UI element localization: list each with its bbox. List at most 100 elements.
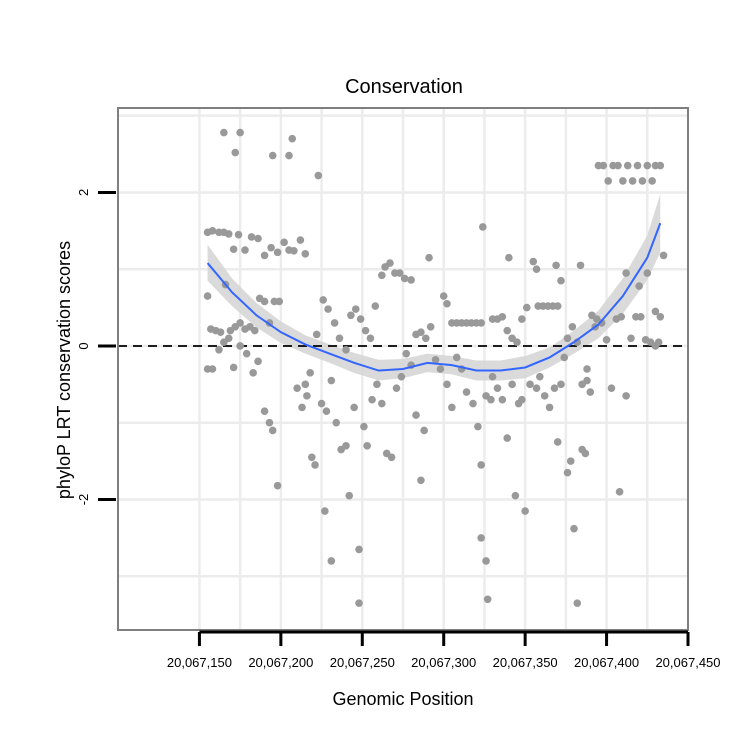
- data-point: [477, 319, 485, 327]
- y-tick-label: 2: [76, 189, 91, 196]
- data-point: [518, 315, 526, 323]
- data-point: [265, 418, 274, 427]
- data-point: [412, 411, 420, 419]
- data-point: [521, 507, 529, 515]
- data-point: [518, 395, 526, 404]
- data-point: [321, 507, 329, 515]
- data-point: [273, 248, 282, 257]
- data-point: [462, 388, 471, 396]
- data-point: [508, 380, 516, 389]
- data-point: [366, 334, 375, 343]
- data-point: [312, 330, 321, 339]
- data-point: [387, 453, 396, 462]
- data-point: [648, 177, 656, 185]
- data-point: [583, 365, 591, 373]
- data-point: [622, 392, 630, 400]
- data-point: [386, 259, 394, 267]
- data-point: [254, 357, 262, 366]
- data-point: [280, 238, 288, 247]
- data-point: [417, 328, 425, 336]
- data-point: [488, 372, 497, 381]
- data-point: [529, 257, 538, 266]
- data-point: [607, 384, 616, 392]
- data-point: [511, 491, 520, 500]
- data-point: [208, 365, 217, 373]
- data-point: [400, 274, 409, 283]
- data-point: [586, 388, 595, 396]
- data-point: [311, 461, 319, 469]
- data-point: [628, 177, 637, 185]
- data-point: [356, 315, 365, 323]
- data-point: [216, 328, 225, 336]
- data-point: [293, 384, 301, 392]
- x-axis-label: Genomic Position: [332, 689, 473, 709]
- data-point: [452, 353, 461, 362]
- data-point: [317, 399, 326, 408]
- data-point: [557, 380, 565, 389]
- data-point: [402, 349, 411, 358]
- data-point: [619, 177, 627, 185]
- data-point: [332, 418, 341, 427]
- data-point: [563, 334, 572, 343]
- data-point: [306, 369, 314, 377]
- data-point: [469, 399, 477, 408]
- data-point: [439, 292, 448, 300]
- data-point: [573, 599, 582, 607]
- data-point: [513, 338, 521, 346]
- data-point: [363, 441, 371, 450]
- data-point: [568, 322, 577, 331]
- data-point: [498, 313, 507, 321]
- x-tick-label: 20,067,400: [574, 655, 639, 670]
- data-point: [231, 148, 240, 157]
- data-point: [622, 269, 630, 277]
- data-point: [487, 395, 495, 404]
- data-point: [229, 245, 238, 254]
- data-point: [342, 346, 350, 354]
- data-point: [347, 311, 355, 320]
- data-point: [308, 453, 316, 462]
- data-point: [417, 476, 425, 485]
- data-point: [651, 307, 660, 316]
- data-point: [614, 161, 622, 170]
- data-point: [378, 271, 386, 280]
- data-point: [301, 380, 310, 389]
- data-point: [448, 403, 456, 412]
- data-point: [373, 380, 381, 389]
- data-point: [583, 376, 591, 385]
- data-point: [392, 384, 401, 392]
- data-point: [482, 557, 490, 565]
- data-point: [342, 441, 350, 450]
- data-point: [633, 161, 642, 170]
- data-point: [599, 161, 608, 170]
- data-point: [395, 269, 404, 277]
- data-point: [355, 599, 363, 607]
- data-point: [203, 292, 212, 300]
- data-point: [378, 399, 386, 408]
- y-tick-label: 0: [76, 342, 91, 349]
- data-point: [290, 246, 298, 255]
- data-point: [254, 234, 262, 243]
- x-tick-label: 20,067,350: [493, 655, 558, 670]
- data-point: [407, 276, 415, 284]
- data-point: [532, 265, 541, 274]
- data-point: [493, 384, 502, 392]
- x-tick-label: 20,067,450: [655, 655, 720, 670]
- data-point: [422, 334, 430, 343]
- data-point: [552, 261, 560, 270]
- data-point: [503, 326, 512, 335]
- data-point: [436, 365, 445, 373]
- data-point: [236, 128, 244, 137]
- data-point: [220, 128, 228, 137]
- data-point: [327, 557, 336, 565]
- data-point: [355, 545, 363, 554]
- data-point: [267, 243, 275, 252]
- data-point: [350, 403, 358, 412]
- data-point: [550, 384, 559, 392]
- data-point: [654, 338, 663, 346]
- y-axis-label: phyloP LRT conservation scores: [54, 241, 74, 499]
- data-point: [224, 334, 233, 343]
- data-point: [260, 297, 269, 306]
- x-axis: 20,067,150 20,067,200 20,067,250 20,067,300…: [167, 630, 721, 670]
- data-point: [426, 322, 435, 331]
- data-point: [443, 299, 451, 308]
